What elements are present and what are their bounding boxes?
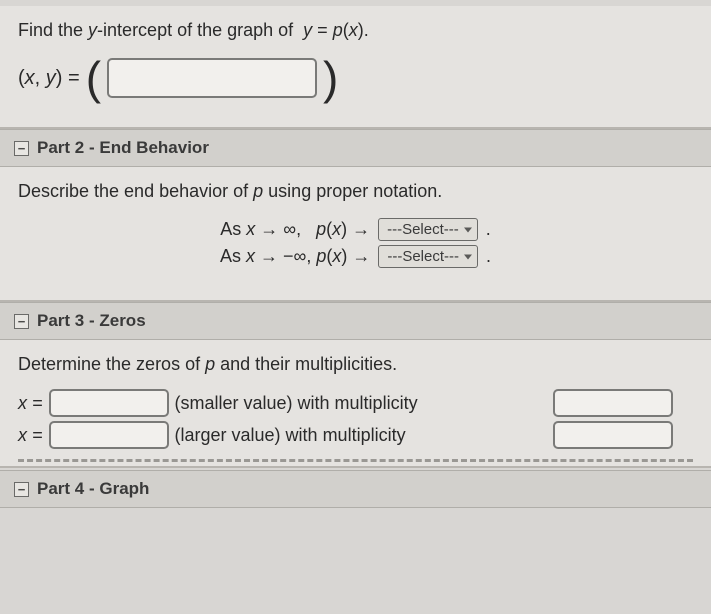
part2-header-text: Part 2 - End Behavior <box>37 138 209 158</box>
part3-header[interactable]: − Part 3 - Zeros <box>0 302 711 340</box>
part3-question: Determine the zeros of p and their multi… <box>18 354 693 375</box>
zero-row-2: x = (larger value) with multiplicity <box>18 421 693 449</box>
larger-label: (larger value) with multiplicity <box>175 425 406 446</box>
dashed-divider <box>18 459 693 462</box>
right-paren: ) <box>323 55 338 101</box>
zero-row-1: x = (smaller value) with multiplicity <box>18 389 693 417</box>
left-paren: ( <box>86 55 101 101</box>
period-1: . <box>486 219 491 240</box>
part2-block: Describe the end behavior of p using pro… <box>0 167 711 302</box>
multiplicity-smaller-input[interactable] <box>553 389 673 417</box>
zero-larger-input[interactable] <box>49 421 169 449</box>
part2-header[interactable]: − Part 2 - End Behavior <box>0 129 711 167</box>
multiplicity-larger-input[interactable] <box>553 421 673 449</box>
coord-label: (x, y) = <box>18 67 80 90</box>
behavior-line-1: As x → ∞, p(x) → ---Select--- . <box>220 218 491 241</box>
smaller-label: (smaller value) with multiplicity <box>175 393 418 414</box>
x-eq-2: x = <box>18 425 43 446</box>
behavior-prefix-1: As x → ∞, p(x) → <box>220 219 370 240</box>
behavior-select-1[interactable]: ---Select--- <box>378 218 478 241</box>
behavior-line-2: As x → −∞, p(x) → ---Select--- . <box>220 245 491 268</box>
behavior-prefix-2: As x → −∞, p(x) → <box>220 246 370 267</box>
part2-question: Describe the end behavior of p using pro… <box>18 181 693 202</box>
zero-smaller-input[interactable] <box>49 389 169 417</box>
minus-icon[interactable]: − <box>14 141 29 156</box>
y-intercept-input[interactable] <box>107 58 317 98</box>
period-2: . <box>486 246 491 267</box>
part4-header-text: Part 4 - Graph <box>37 479 149 499</box>
part1-question: Find the y-intercept of the graph of y =… <box>18 20 693 41</box>
part1-block: Find the y-intercept of the graph of y =… <box>0 6 711 129</box>
end-behavior-block: As x → ∞, p(x) → ---Select--- . As x → −… <box>18 216 693 270</box>
page-background: Find the y-intercept of the graph of y =… <box>0 0 711 614</box>
y-intercept-answer-row: (x, y) = ( ) <box>18 55 693 101</box>
minus-icon[interactable]: − <box>14 314 29 329</box>
behavior-select-2[interactable]: ---Select--- <box>378 245 478 268</box>
minus-icon[interactable]: − <box>14 482 29 497</box>
part3-header-text: Part 3 - Zeros <box>37 311 146 331</box>
part4-header[interactable]: − Part 4 - Graph <box>0 470 711 508</box>
part3-block: Determine the zeros of p and their multi… <box>0 340 711 468</box>
x-eq-1: x = <box>18 393 43 414</box>
